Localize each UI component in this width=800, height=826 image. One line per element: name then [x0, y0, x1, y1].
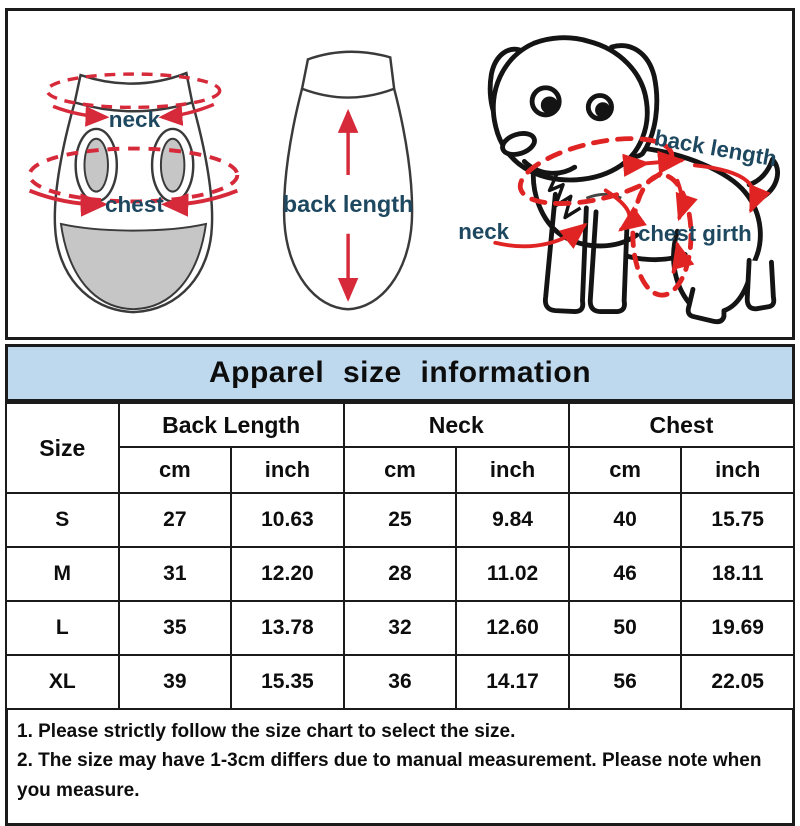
size-cell: XL: [5, 654, 120, 710]
puppy-head: [491, 35, 650, 183]
puppy-nose: [500, 131, 538, 157]
value-cell: 40: [567, 492, 683, 548]
puppy-back-outline: [638, 145, 763, 325]
puppy-shoulder-line: [585, 192, 623, 200]
col-header-size: Size: [5, 402, 120, 494]
col-group-back-length: Back Length: [117, 402, 345, 448]
puppy-mouth: [522, 158, 578, 176]
unit-chest-cm: cm: [567, 446, 683, 494]
size-cell: S: [5, 492, 120, 548]
dog-neck-label: neck: [458, 219, 509, 244]
value-cell: 14.17: [455, 654, 570, 710]
vest-armhole-right-inner: [159, 137, 186, 193]
table-row-l: L 35 13.78 32 12.60 50 19.69: [5, 600, 795, 656]
measurement-diagrams: neck chest back length: [5, 8, 795, 340]
puppy-pupil-right: [595, 102, 611, 118]
vest-neck-label: neck: [109, 107, 161, 132]
vest-armhole-left-inner: [83, 137, 109, 193]
size-table: Size Back Length Neck Chest cm inch cm i…: [5, 402, 796, 710]
value-cell: 15.75: [680, 492, 795, 548]
chest-measure-ellipse: [27, 146, 240, 204]
neck-arrow-right: [158, 102, 215, 126]
value-cell: 15.35: [230, 654, 345, 710]
table-title-bar: Apparel size information: [5, 344, 795, 402]
size-chart-page: neck chest back length: [5, 8, 796, 826]
value-cell: 56: [567, 654, 683, 710]
value-cell: 13.78: [230, 600, 345, 656]
value-cell: 9.84: [455, 492, 570, 548]
value-cell: 50: [567, 600, 683, 656]
vest-back-diagram: back length: [282, 50, 414, 311]
col-group-chest: Chest: [567, 402, 796, 448]
value-cell: 35: [117, 600, 233, 656]
chest-arrow-left: [28, 188, 108, 217]
neck-arrow-left: [52, 104, 110, 127]
puppy-hind-leg-far: [744, 257, 777, 312]
value-cell: 12.60: [455, 600, 570, 656]
vest-chest-label: chest: [105, 192, 164, 217]
value-cell: 32: [342, 600, 458, 656]
dog-chest-arrow-down: [675, 178, 698, 222]
table-title: Apparel size information: [208, 356, 592, 389]
value-cell: 39: [117, 654, 233, 710]
unit-neck-cm: cm: [342, 446, 458, 494]
value-cell: 46: [567, 546, 683, 602]
value-cell: 12.20: [230, 546, 345, 602]
garment-body-outline: [282, 88, 414, 311]
size-cell: M: [5, 546, 120, 602]
dog-neck-arrow: [493, 222, 588, 249]
unit-back-inch: inch: [230, 446, 345, 494]
value-cell: 36: [342, 654, 458, 710]
table-row-m: M 31 12.20 28 11.02 46 18.11: [5, 546, 795, 602]
unit-neck-inch: inch: [455, 446, 570, 494]
value-cell: 19.69: [680, 600, 795, 656]
value-cell: 31: [117, 546, 233, 602]
dog-back-length-span-arrow: [622, 150, 686, 177]
puppy-front-leg-far: [587, 209, 630, 315]
value-cell: 25: [342, 492, 458, 548]
vest-rear-panel: [59, 222, 208, 311]
puppy-diagram: neck back length chest girth: [458, 35, 781, 325]
note-line-1: 1. Please strictly follow the size chart…: [17, 721, 516, 742]
puppy-pupil-left: [540, 96, 559, 114]
value-cell: 28: [342, 546, 458, 602]
col-group-neck: Neck: [342, 402, 570, 448]
dog-chest-girth-label: chest girth: [638, 221, 752, 246]
puppy-fluff: [547, 172, 582, 220]
dog-chest-arrow-up: [671, 240, 695, 274]
dog-chest-ellipse: [630, 172, 694, 298]
garment-back-length-label: back length: [283, 191, 414, 217]
table-row-xl: XL 39 15.35 36 14.17 56 22.05: [5, 654, 795, 710]
value-cell: 11.02: [455, 546, 570, 602]
unit-back-cm: cm: [117, 446, 233, 494]
note-line-2: 2. The size may have 1-3cm differs due t…: [17, 750, 762, 801]
garment-collar: [300, 50, 396, 99]
chest-arrow-right: [160, 188, 239, 217]
neck-measure-ellipse: [45, 72, 222, 110]
value-cell: 10.63: [230, 492, 345, 548]
size-cell: L: [5, 600, 120, 656]
footnotes: 1. Please strictly follow the size chart…: [5, 710, 795, 826]
value-cell: 22.05: [680, 654, 795, 710]
dog-neck-to-chest-arrow: [603, 188, 648, 232]
unit-chest-inch: inch: [680, 446, 795, 494]
value-cell: 27: [117, 492, 233, 548]
vest-top-diagram: neck chest: [27, 71, 240, 314]
value-cell: 18.11: [680, 546, 795, 602]
table-row-s: S 27 10.63 25 9.84 40 15.75: [5, 492, 795, 548]
dog-back-length-curve-arrow: [693, 163, 771, 214]
